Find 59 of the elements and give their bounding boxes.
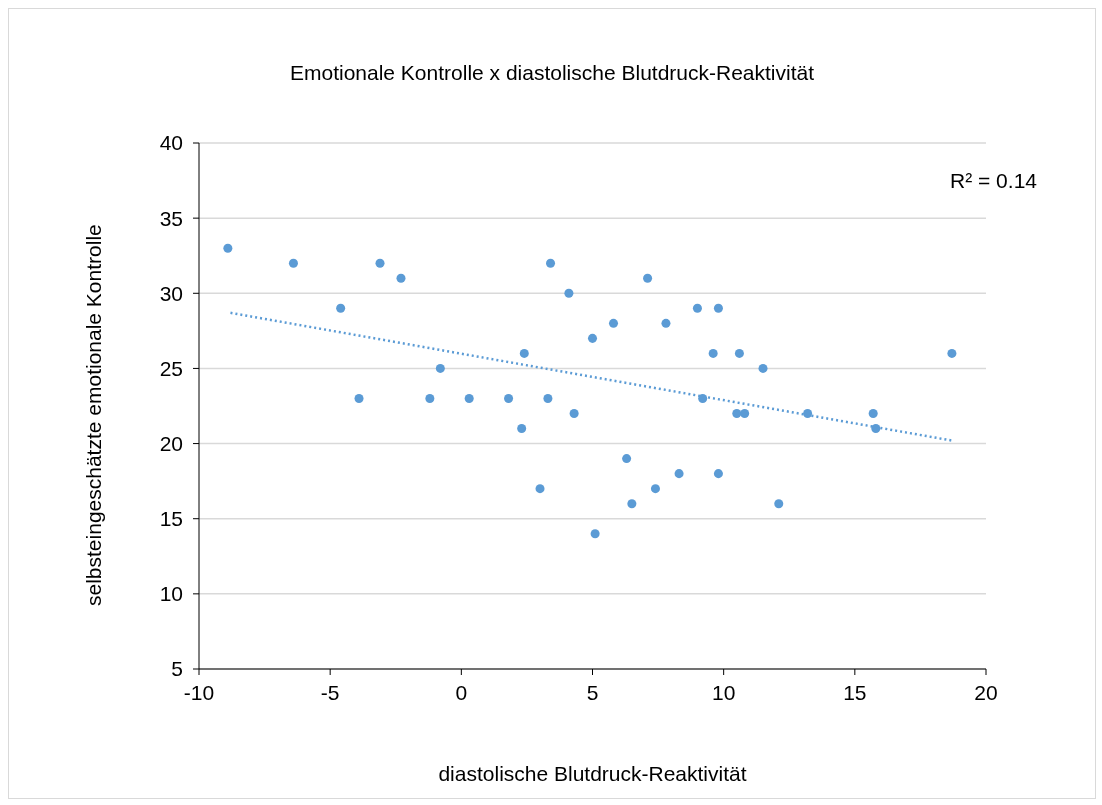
x-tick-label: -5 xyxy=(320,680,340,704)
point xyxy=(758,363,768,373)
x-tick-label: 10 xyxy=(711,680,736,704)
point xyxy=(354,393,364,403)
point xyxy=(947,348,957,358)
point xyxy=(504,393,514,403)
point xyxy=(661,318,671,328)
point xyxy=(674,469,684,479)
point xyxy=(692,303,702,313)
point xyxy=(587,333,598,343)
point xyxy=(713,303,723,313)
y-axis-title: selbsteingeschätzte emotionale Kontrolle xyxy=(82,224,106,606)
point xyxy=(868,409,878,419)
point xyxy=(464,393,474,403)
y-tick-label: 20 xyxy=(159,432,183,456)
point xyxy=(774,499,784,509)
point xyxy=(425,393,435,403)
annotation: R² = 0.14 xyxy=(950,169,1037,193)
point xyxy=(336,303,346,313)
x-tick-label: -10 xyxy=(183,680,215,704)
y-tick-label: 15 xyxy=(159,507,183,531)
x-axis-title: diastolische Blutdruck-Reaktivität xyxy=(438,762,747,785)
point xyxy=(396,273,406,283)
point xyxy=(608,318,618,328)
point xyxy=(732,409,742,419)
point xyxy=(517,424,527,434)
point xyxy=(223,243,233,253)
point xyxy=(519,348,529,358)
point xyxy=(622,454,632,464)
point xyxy=(569,409,579,419)
point xyxy=(650,484,660,494)
point xyxy=(643,273,653,283)
point xyxy=(543,393,553,403)
point xyxy=(546,258,556,268)
y-tick-label: 10 xyxy=(159,582,183,606)
point xyxy=(713,469,723,479)
point xyxy=(871,424,881,434)
x-tick-label: 5 xyxy=(586,680,599,704)
point xyxy=(803,409,813,419)
chart-title: Emotionale Kontrolle x diastolische Blutdruck-Reaktivität xyxy=(288,61,816,85)
y-tick-label: 35 xyxy=(159,206,183,230)
point xyxy=(740,409,750,419)
point xyxy=(375,258,385,268)
point xyxy=(288,258,298,268)
y-tick-label: 30 xyxy=(159,281,183,305)
point xyxy=(564,288,574,298)
y-tick-label: 5 xyxy=(171,657,183,681)
point xyxy=(435,363,445,373)
y-tick-label: 25 xyxy=(159,356,183,380)
point xyxy=(535,484,545,494)
x-tick-label: 20 xyxy=(974,680,998,704)
point xyxy=(698,393,708,403)
point xyxy=(627,499,637,509)
point xyxy=(590,529,600,539)
y-tick-label: 40 xyxy=(159,131,183,155)
point xyxy=(734,348,744,358)
x-tick-label: 0 xyxy=(455,680,468,704)
point xyxy=(708,348,718,358)
x-tick-label: 15 xyxy=(843,680,867,704)
